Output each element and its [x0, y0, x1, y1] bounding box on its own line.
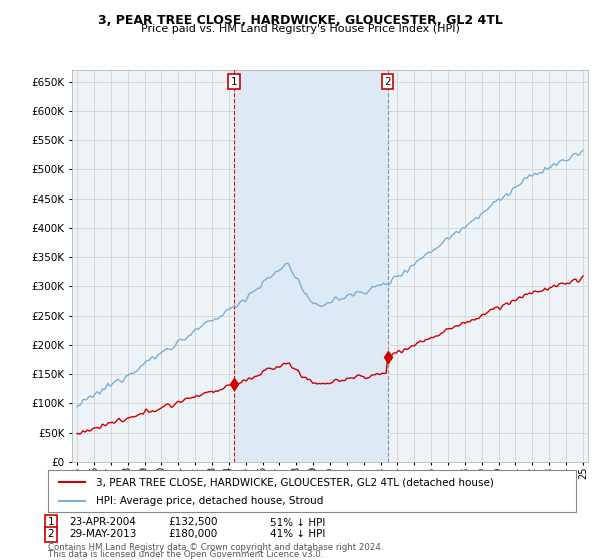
- Bar: [234, 70, 388, 462]
- Text: 2: 2: [384, 77, 391, 87]
- Text: 3, PEAR TREE CLOSE, HARDWICKE, GLOUCESTER, GL2 4TL (detached house): 3, PEAR TREE CLOSE, HARDWICKE, GLOUCESTE…: [95, 477, 493, 487]
- Text: 1: 1: [230, 77, 237, 87]
- Text: This data is licensed under the Open Government Licence v3.0.: This data is licensed under the Open Gov…: [48, 550, 323, 559]
- Text: 41% ↓ HPI: 41% ↓ HPI: [270, 529, 325, 539]
- Text: £180,000: £180,000: [168, 529, 217, 539]
- Text: 51% ↓ HPI: 51% ↓ HPI: [270, 517, 325, 528]
- Text: HPI: Average price, detached house, Stroud: HPI: Average price, detached house, Stro…: [95, 496, 323, 506]
- Text: £132,500: £132,500: [168, 517, 218, 528]
- Text: Price paid vs. HM Land Registry's House Price Index (HPI): Price paid vs. HM Land Registry's House …: [140, 24, 460, 34]
- Text: 23-APR-2004: 23-APR-2004: [69, 517, 136, 528]
- Text: Contains HM Land Registry data © Crown copyright and database right 2024.: Contains HM Land Registry data © Crown c…: [48, 543, 383, 552]
- Text: 29-MAY-2013: 29-MAY-2013: [69, 529, 136, 539]
- Text: 3, PEAR TREE CLOSE, HARDWICKE, GLOUCESTER, GL2 4TL: 3, PEAR TREE CLOSE, HARDWICKE, GLOUCESTE…: [98, 14, 502, 27]
- Text: 1: 1: [47, 517, 55, 528]
- Text: 2: 2: [47, 529, 55, 539]
